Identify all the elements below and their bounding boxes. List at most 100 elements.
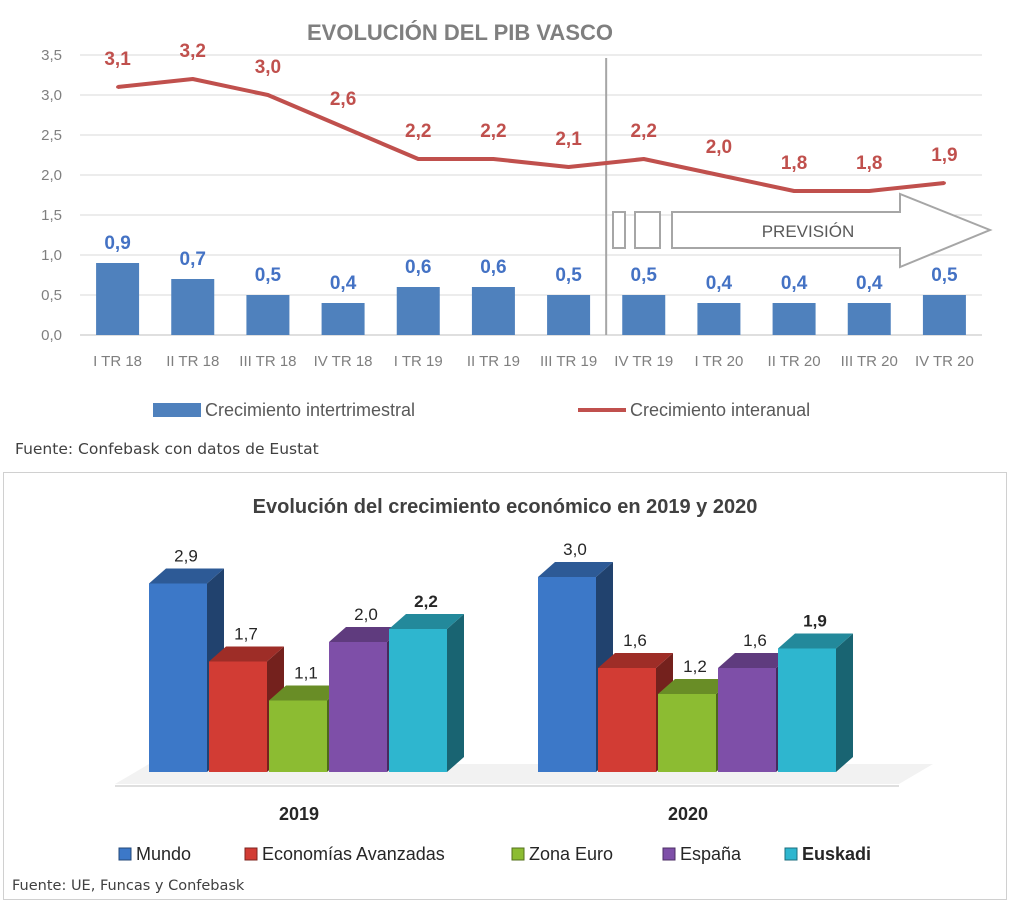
legend-label: Zona Euro [529,844,613,864]
line-data-label: 1,8 [781,153,807,174]
legend-label-intertrimestral: Crecimiento intertrimestral [205,400,415,420]
y-tick-label: 2,0 [41,167,62,184]
line-point [266,93,270,97]
line-data-label: 2,2 [480,121,506,142]
chart1-source: Fuente: Confebask con datos de Eustat [15,440,319,458]
line-point [567,165,571,169]
bar-data-label: 0,5 [555,265,582,286]
x-tick-label: III TR 19 [540,353,597,370]
bar-data-label: 0,5 [931,265,958,286]
x-tick-label: II TR 19 [467,353,520,370]
bar-data-label: 1,6 [623,631,647,650]
line-point [717,173,721,177]
legend-swatch [244,847,258,861]
bar-data-label: 0,4 [706,273,733,294]
bar-data-label: 1,2 [683,657,707,676]
x-tick-label: I TR 19 [394,353,443,370]
x-tick-label: II TR 18 [166,353,219,370]
legend-label: Euskadi [802,844,871,864]
bar3d-euskadi [778,633,853,772]
line-data-label: 2,2 [631,121,657,142]
bar-intertrimestral [246,295,290,335]
bar-data-label: 0,4 [330,273,357,294]
forecast-label: PREVISIÓN [762,222,855,241]
bar-data-label: 2,0 [354,605,378,624]
line-data-label: 3,0 [255,57,281,78]
legend-swatch [511,847,525,861]
x-tick-label: IV TR 19 [614,353,673,370]
y-tick-label: 0,5 [41,287,62,304]
x-tick-label: IV TR 18 [314,353,373,370]
line-point [191,77,195,81]
y-tick-label: 2,5 [41,127,62,144]
bar-intertrimestral [622,295,666,335]
bar-data-label: 2,9 [174,547,198,566]
chart1-legend: Crecimiento intertrimestral Crecimiento … [153,400,810,420]
bar-data-label: 1,7 [234,625,258,644]
line-data-label: 2,0 [706,137,732,158]
y-tick-label: 3,0 [41,87,62,104]
bar-data-label: 0,6 [405,257,431,278]
legend-label: Economías Avanzadas [262,844,445,864]
forecast-annotation: PREVISIÓN [612,192,993,269]
line-point [942,181,946,185]
line-data-label: 3,2 [180,41,206,62]
line-point [491,157,495,161]
bar3d-mundo [149,568,224,772]
line-data-label: 2,6 [330,89,356,110]
bar-data-label: 2,2 [414,592,438,611]
bar-data-label: 3,0 [563,540,587,559]
chart2-legend: Mundo Economías Avanzadas Zona Euro España E… [118,844,871,864]
x-tick-label: I TR 20 [694,353,743,370]
legend-swatch-intertrimestral [153,403,201,417]
x-tick-label: III TR 20 [841,353,898,370]
x-tick-label: III TR 18 [239,353,296,370]
x-tick-label: I TR 18 [93,353,142,370]
bar3d-economías-avanzadas [598,653,673,772]
bar-intertrimestral [171,279,215,335]
bar-data-label: 0,5 [631,265,658,286]
line-interanual [117,77,945,193]
chart2-title: Evolución del crecimiento económico en 2… [253,496,758,518]
bar-data-label: 0,6 [480,257,506,278]
legend-swatch [118,847,132,861]
legend-swatch [662,847,676,861]
crecimiento-economico-chart: Evolución del crecimiento económico en 2… [115,496,933,864]
line-data-label: 3,1 [104,49,131,70]
bar-intertrimestral [547,295,591,335]
category-label: 2019 [279,804,319,824]
y-tick-label: 1,0 [41,247,62,264]
line-data-label: 2,1 [555,129,582,150]
y-tick-label: 3,5 [41,47,62,64]
bar-data-label: 1,9 [803,612,827,631]
legend-label: España [680,844,742,864]
bar-intertrimestral [96,263,140,335]
legend-label-interanual: Crecimiento interanual [630,400,810,420]
y-tick-label: 0,0 [41,327,62,344]
line-point [416,157,420,161]
bar-intertrimestral [321,303,365,335]
bar-intertrimestral [471,287,515,335]
bar-data-label: 1,6 [743,631,767,650]
bar-data-label: 0,5 [255,265,282,286]
line-point [792,189,796,193]
bar-intertrimestral [847,303,891,335]
legend-swatch [784,847,798,861]
line-data-label: 1,8 [856,153,882,174]
x-tick-label: IV TR 20 [915,353,974,370]
bar-intertrimestral [697,303,741,335]
category-label: 2020 [668,804,708,824]
line-point [116,85,120,89]
legend-label: Mundo [136,844,191,864]
line-data-label: 1,9 [931,145,957,166]
bar3d-euskadi [389,614,464,772]
bar-intertrimestral [922,295,966,335]
chart2-source: Fuente: UE, Funcas y Confebask [12,878,245,894]
line-point [341,125,345,129]
bar-data-label: 0,4 [856,273,883,294]
bar-data-label: 0,9 [104,233,130,254]
chart2-frame [3,472,1007,900]
x-tick-label: II TR 20 [768,353,821,370]
bar-data-label: 0,4 [781,273,808,294]
y-tick-label: 1,5 [41,207,62,224]
